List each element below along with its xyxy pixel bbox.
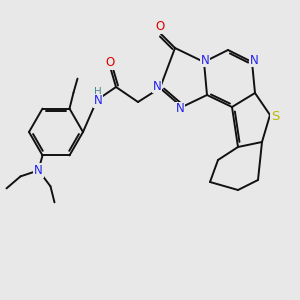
Text: N: N (34, 164, 43, 177)
Text: N: N (153, 80, 161, 92)
Text: O: O (105, 56, 115, 70)
Text: S: S (271, 110, 279, 124)
Text: H: H (94, 87, 102, 97)
Text: N: N (201, 53, 209, 67)
Text: N: N (250, 53, 258, 67)
Text: O: O (155, 20, 165, 34)
Text: N: N (94, 94, 102, 107)
Text: N: N (176, 103, 184, 116)
